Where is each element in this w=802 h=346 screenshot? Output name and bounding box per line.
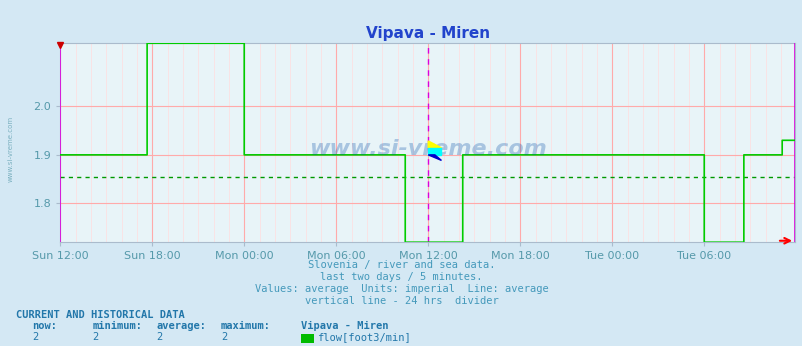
Text: Slovenia / river and sea data.: Slovenia / river and sea data.: [307, 260, 495, 270]
Polygon shape: [427, 148, 441, 155]
Text: 2: 2: [221, 332, 227, 342]
Text: www.si-vreme.com: www.si-vreme.com: [7, 116, 14, 182]
Text: flow[foot3/min]: flow[foot3/min]: [317, 332, 411, 342]
Text: 2: 2: [156, 332, 163, 342]
Text: CURRENT AND HISTORICAL DATA: CURRENT AND HISTORICAL DATA: [16, 310, 184, 320]
Title: Vipava - Miren: Vipava - Miren: [365, 26, 489, 41]
Text: Vipava - Miren: Vipava - Miren: [301, 321, 388, 331]
Text: www.si-vreme.com: www.si-vreme.com: [308, 139, 546, 159]
Text: vertical line - 24 hrs  divider: vertical line - 24 hrs divider: [304, 297, 498, 307]
Text: last two days / 5 minutes.: last two days / 5 minutes.: [320, 272, 482, 282]
Text: average:: average:: [156, 321, 206, 331]
Text: maximum:: maximum:: [221, 321, 270, 331]
Text: 2: 2: [32, 332, 38, 342]
Text: Values: average  Units: imperial  Line: average: Values: average Units: imperial Line: av…: [254, 284, 548, 294]
Polygon shape: [427, 155, 441, 161]
Polygon shape: [427, 141, 441, 148]
Text: minimum:: minimum:: [92, 321, 142, 331]
Text: 2: 2: [92, 332, 99, 342]
Text: now:: now:: [32, 321, 57, 331]
